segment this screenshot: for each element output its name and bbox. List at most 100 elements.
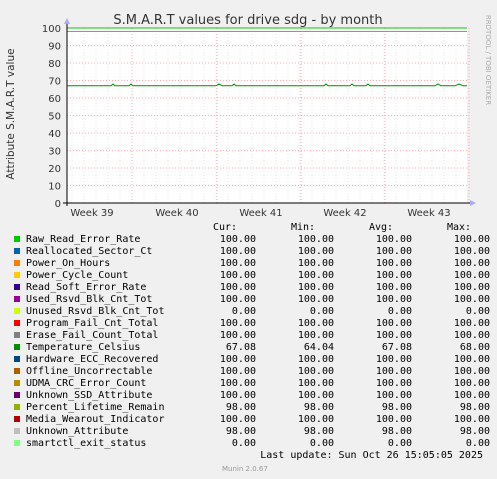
legend-value-max: 100.00 [453,258,490,269]
legend-label: Hardware_ECC_Recovered [26,354,159,365]
legend-value-min: 100.00 [297,246,334,257]
legend-value-min: 100.00 [297,366,334,377]
x-tick-label: Week 39 [70,208,113,219]
legend-value-max: 100.00 [453,246,490,257]
y-tick-label: 70 [48,77,61,88]
legend-label: Power_Cycle_Count [26,270,129,281]
x-tick-label: Week 41 [239,208,282,219]
legend-swatch [14,296,20,302]
legend-swatch [14,332,20,338]
legend-value-avg: 100.00 [375,258,412,269]
legend-swatch [14,392,20,398]
legend-value-avg: 100.00 [375,378,412,389]
legend-value-cur: 100.00 [219,318,256,329]
legend-row: Raw_Read_Error_Rate 100.00 100.00 100.00 100… [0,234,497,246]
y-tick-label: 20 [48,164,61,175]
legend-row: Program_Fail_Cnt_Total 100.00 100.00 100.00… [0,318,497,330]
legend-swatch [14,320,20,326]
legend-swatch [14,356,20,362]
legend-value-avg: 67.08 [381,342,412,353]
legend-value-cur: 100.00 [219,366,256,377]
legend-row: smartctl_exit_status 0.00 0.00 0.00 0.00 [0,438,497,450]
legend-value-avg: 100.00 [375,414,412,425]
legend-label: Raw_Read_Error_Rate [26,234,141,245]
legend-row: Reallocated_Sector_Ct 100.00 100.00 100.00 1… [0,246,497,258]
smart-chart: S.M.A.R.T values for drive sdg - by mont… [0,0,497,222]
legend-label: Program_Fail_Cnt_Total [26,318,159,329]
x-tick-labels: Week 39 Week 40 Week 41 Week 42 Week 43 [70,208,450,219]
legend-label: smartctl_exit_status [26,438,147,449]
legend-row: UDMA_CRC_Error_Count 100.00 100.00 100.00 10… [0,378,497,390]
series-lines [67,27,467,204]
legend-value-avg: 100.00 [375,294,412,305]
y-tick-label: 30 [48,147,61,158]
legend-value-min: 100.00 [297,258,334,269]
legend-swatch [14,260,20,266]
legend-value-avg: 100.00 [375,354,412,365]
legend-row: Unknown_Attribute 98.00 98.00 98.00 98.00 [0,426,497,438]
legend-value-max: 98.00 [459,426,490,437]
rrdtool-watermark: RRDTOOL / TOBI OETIKER [484,15,492,105]
legend-swatch [14,248,20,254]
legend-value-avg: 0.00 [387,438,412,449]
y-tick-labels: 0 10 20 30 40 50 60 70 80 90 100 [42,24,61,210]
x-axis-arrow-icon [470,200,476,206]
legend-label: Unknown_Attribute [26,426,129,437]
legend-row: Media_Wearout_Indicator 100.00 100.00 100.0… [0,414,497,426]
legend-value-cur: 67.08 [225,342,256,353]
legend-value-min: 100.00 [297,234,334,245]
header-max: Max: [447,222,472,233]
legend-swatch [14,440,20,446]
legend-value-cur: 0.00 [231,438,256,449]
legend-swatch [14,416,20,422]
legend-row: Unused_Rsvd_Blk_Cnt_Tot 0.00 0.00 0.00 0.00 [0,306,497,318]
x-tick-label: Week 43 [407,208,450,219]
legend-value-max: 100.00 [453,270,490,281]
legend-value-min: 100.00 [297,318,334,329]
legend-value-cur: 98.00 [225,426,256,437]
legend-value-max: 98.00 [459,402,490,413]
legend-value-cur: 100.00 [219,294,256,305]
legend-value-min: 100.00 [297,294,334,305]
legend-value-min: 98.00 [303,426,334,437]
legend-value-cur: 100.00 [219,414,256,425]
legend-value-avg: 100.00 [375,246,412,257]
legend-value-avg: 98.00 [381,426,412,437]
legend-label: Power_On_Hours [26,258,111,269]
legend-value-cur: 100.00 [219,258,256,269]
legend-value-max: 100.00 [453,330,490,341]
y-axis-arrow-icon [64,18,70,24]
legend-value-max: 100.00 [453,354,490,365]
y-tick-label: 0 [55,199,61,210]
legend-label: Used_Rsvd_Blk_Cnt_Tot [26,294,153,305]
legend-value-min: 100.00 [297,414,334,425]
legend-label: Temperature_Celsius [26,342,141,353]
y-tick-label: 60 [48,94,61,105]
x-tick-label: Week 42 [323,208,366,219]
legend-value-avg: 0.00 [387,306,412,317]
legend-value-max: 100.00 [453,378,490,389]
header-cur: Cur: [213,222,238,233]
legend-value-cur: 100.00 [219,354,256,365]
y-tick-label: 100 [42,24,61,35]
legend-label: Unknown_SSD_Attribute [26,390,153,401]
munin-version: Munin 2.0.67 [222,465,268,473]
legend-label: Reallocated_Sector_Ct [26,246,153,257]
legend-value-min: 0.00 [309,438,334,449]
legend-row: Read_Soft_Error_Rate 100.00 100.00 100.00 10… [0,282,497,294]
legend-value-min: 98.00 [303,402,334,413]
legend-value-min: 100.00 [297,390,334,401]
legend-swatch [14,284,20,290]
legend-swatch [14,272,20,278]
legend-row: Unknown_SSD_Attribute 100.00 100.00 100.00 1… [0,390,497,402]
legend-value-avg: 100.00 [375,234,412,245]
legend-row: Erase_Fail_Count_Total 100.00 100.00 100.00… [0,330,497,342]
legend-label: Read_Soft_Error_Rate [26,282,147,293]
legend-label: UDMA_CRC_Error_Count [26,378,147,389]
legend-swatch [14,368,20,374]
legend-value-cur: 100.00 [219,390,256,401]
header-avg: Avg: [369,222,394,233]
legend-value-avg: 100.00 [375,390,412,401]
y-tick-label: 10 [48,182,61,193]
legend-value-cur: 98.00 [225,402,256,413]
